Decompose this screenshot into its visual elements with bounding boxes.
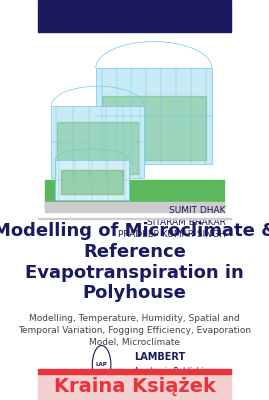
Bar: [45, 202, 224, 212]
Bar: [38, 369, 231, 374]
Bar: [96, 68, 212, 164]
Text: LAMBERT: LAMBERT: [134, 352, 186, 362]
Text: LAP: LAP: [96, 362, 107, 367]
Bar: [38, 374, 231, 400]
Bar: [51, 106, 144, 178]
Text: Academic Publishing: Academic Publishing: [134, 367, 214, 376]
Bar: [45, 180, 224, 208]
Text: Modelling of Microclimate &
Reference
Evapotranspiration in
Polyhouse: Modelling of Microclimate & Reference Ev…: [0, 222, 269, 302]
Bar: [38, 218, 231, 219]
Text: Modelling, Temperature, Humidity, Spatial and
Temporal Variation, Fogging Effici: Modelling, Temperature, Humidity, Spatia…: [18, 314, 251, 346]
Text: SUMIT DHAK
SITARAM BHAKAR
PRADEEP KUMAR SINGH: SUMIT DHAK SITARAM BHAKAR PRADEEP KUMAR …: [118, 206, 225, 238]
Text: Kraina Książek: Kraina Książek: [54, 377, 215, 396]
Bar: [38, 0, 231, 32]
Bar: [55, 160, 129, 200]
